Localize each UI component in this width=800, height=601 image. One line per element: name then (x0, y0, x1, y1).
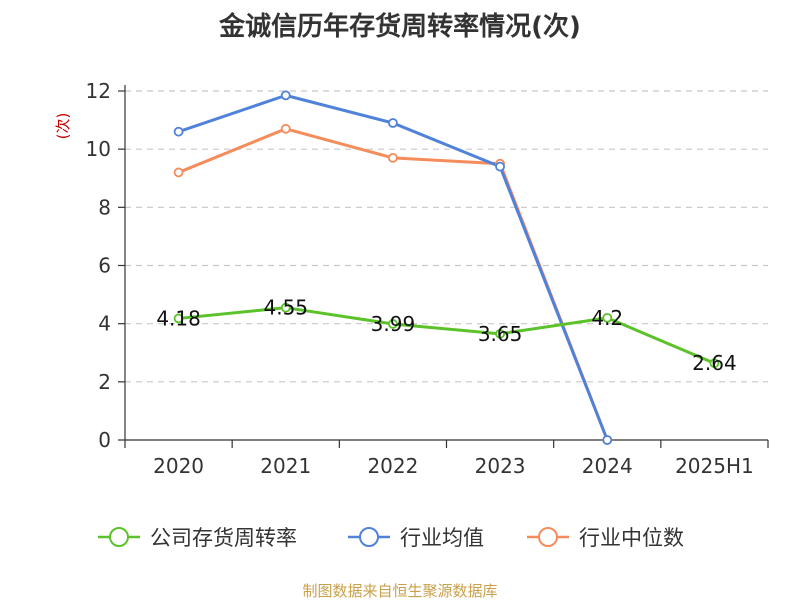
legend-marker (359, 527, 379, 547)
data-point (173, 126, 184, 137)
series-line-2 (178, 127, 609, 441)
data-point (280, 302, 291, 313)
data-point (388, 152, 398, 163)
legend-marker (109, 527, 129, 547)
data-point (280, 90, 291, 101)
data-point (602, 312, 613, 323)
x-tick-label: 2022 (367, 454, 418, 478)
x-tick-label: 2020 (153, 454, 204, 478)
y-tick-label: 0 (98, 428, 111, 452)
legend-label: 行业中位数 (579, 526, 684, 550)
data-point (495, 328, 505, 339)
legend-item[interactable]: 行业均值 (348, 526, 484, 550)
legend: 公司存货周转率 行业均值 行业中位数 (98, 526, 684, 550)
axes: 0 2 4 6 8 10 12 2020 2021 2022 2023 2024 2025H1 (86, 79, 769, 478)
x-tick-label: 2021 (260, 454, 311, 478)
data-point (280, 123, 291, 134)
data-label: 3.99 (371, 312, 416, 336)
data-point (173, 313, 184, 324)
series-lines (178, 93, 716, 441)
legend-item[interactable]: 公司存货周转率 (98, 526, 297, 550)
y-tick-label: 8 (98, 195, 111, 219)
data-label: 4.55 (263, 296, 308, 320)
y-axis-unit-label: (次) (54, 113, 72, 140)
source-note: 制图数据来自恒生聚源数据库 (302, 582, 498, 600)
data-label: 2.64 (692, 351, 737, 375)
legend-marker (538, 527, 558, 547)
data-label: 3.65 (478, 322, 523, 346)
y-tick-label: 12 (86, 79, 111, 103)
legend-label: 公司存货周转率 (150, 526, 297, 550)
data-label: 4.18 (156, 306, 201, 330)
x-tick-label: 2024 (582, 454, 633, 478)
data-labels: 4.18 4.55 3.99 3.65 4.2 2.64 (156, 296, 736, 376)
data-points (173, 90, 720, 445)
y-tick-label: 2 (98, 370, 111, 394)
data-label: 4.2 (591, 306, 623, 330)
chart-title: 金诚信历年存货周转率情况(次) (219, 12, 581, 42)
y-tick-label: 6 (98, 254, 111, 278)
y-tick-label: 4 (98, 312, 111, 336)
data-point (709, 358, 720, 369)
y-tick-label: 10 (86, 137, 111, 161)
series-line-0 (178, 306, 716, 365)
legend-label: 行业均值 (400, 526, 484, 550)
data-point (388, 118, 398, 128)
data-point (173, 167, 184, 178)
grid-lines (125, 90, 768, 383)
x-tick-label: 2025H1 (675, 454, 754, 478)
x-tick-label: 2023 (475, 454, 526, 478)
data-point (388, 319, 398, 329)
data-point (495, 161, 505, 172)
data-point (602, 435, 613, 445)
legend-item[interactable]: 行业中位数 (527, 526, 684, 550)
